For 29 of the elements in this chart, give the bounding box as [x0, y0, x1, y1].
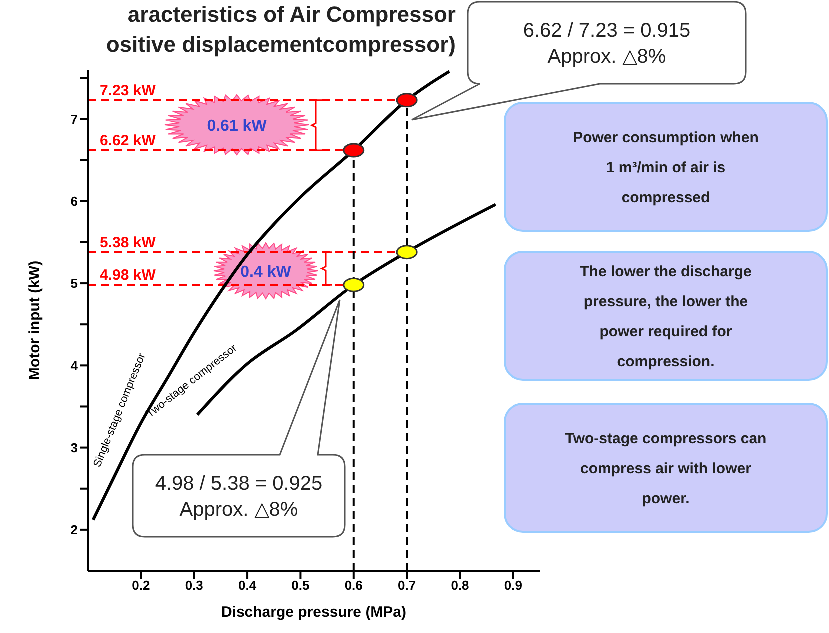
annotation: 0.61 kW: [207, 118, 268, 135]
text: Power consumption when 1 m³/min of air is compressed: [573, 129, 759, 206]
chart-title: aracteristics of Air Compressor ositive displacementcompressor): [106, 2, 456, 57]
text: The lower the discharge pressure, the lower the power required for compression.: [580, 263, 752, 370]
x-tick-label: 0.4: [238, 578, 258, 594]
annotation: 4.98 / 5.38 = 0.925 Approx. △8%: [155, 473, 323, 521]
line-series: [92, 70, 452, 522]
y-tick-label: 5: [70, 276, 78, 292]
ref-line-label: 6.62 kW: [100, 132, 157, 150]
text: 6.62 / 7.23 = 0.915 Approx. △8%: [523, 20, 691, 68]
ref-line-label: 7.23 kW: [100, 82, 157, 100]
y-tick-label: 3: [70, 440, 78, 456]
annotation: 0.4 kW: [240, 264, 292, 281]
x-tick-label: 0.5: [292, 578, 310, 594]
text: Two-stage compressors can compress air with lower power.: [565, 430, 767, 508]
y-tick-label: 7: [70, 112, 78, 127]
y-tick-label: 6: [70, 194, 78, 210]
y-tick-label: 4: [70, 358, 79, 374]
x-tick-label: 0.6: [344, 578, 363, 594]
x-tick-label: 0.8: [451, 578, 470, 594]
ref-line-label: 5.38 kW: [100, 234, 157, 252]
x-axis-title: Discharge pressure (MPa): [221, 604, 407, 621]
y-axis-title: Motor input (kW): [26, 260, 44, 380]
x-tick-label: 0.7: [398, 578, 416, 594]
x-tick-label: 0.9: [504, 578, 522, 594]
x-tick-label: 0.2: [132, 578, 150, 594]
x-tick-label: 0.3: [185, 578, 204, 594]
y-tick-label: 2: [70, 522, 78, 538]
ref-line-label: 4.98 kW: [100, 267, 157, 284]
